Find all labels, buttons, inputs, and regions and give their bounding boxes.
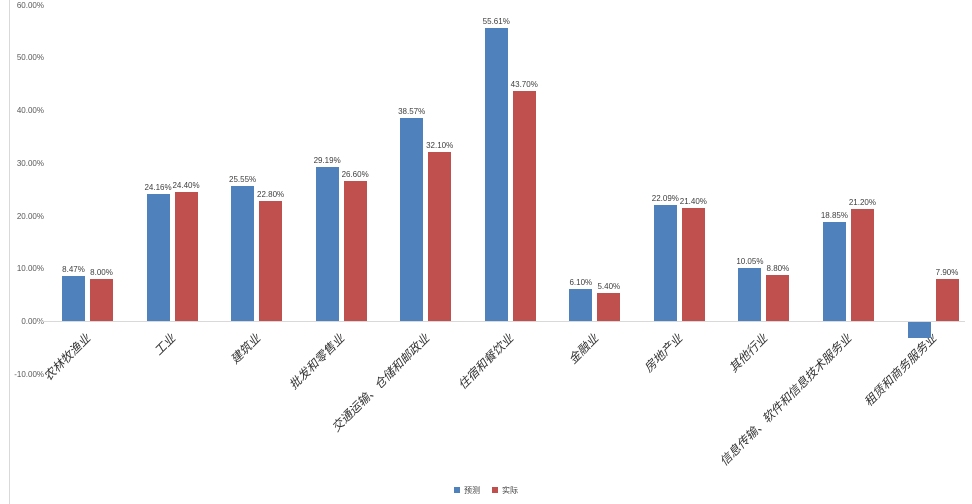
bar-value-label: 24.16%	[144, 182, 172, 192]
bar-实际-信息传输、软件和信息技术服务业	[850, 209, 874, 321]
bar-实际-农林牧渔业	[90, 278, 113, 321]
bar-实际-批发和零售业	[343, 180, 367, 321]
bar-实际-金融业	[597, 292, 621, 321]
bar-实际-租赁和商务服务业	[935, 279, 959, 321]
y-tick-label: 50.00%	[16, 53, 44, 63]
bar-value-label: 8.00%	[90, 267, 113, 277]
bar-value-label: 22.80%	[257, 189, 285, 199]
bar-实际-交通运输、仓储和邮政业	[428, 151, 452, 321]
bar-value-label: 24.40%	[172, 181, 200, 191]
bar-预测-住宿和餐饮业	[484, 27, 508, 321]
category-label: 住宿和餐饮业	[455, 331, 517, 393]
bar-预测-租赁和商务服务业	[907, 322, 931, 338]
y-tick-label: 40.00%	[16, 106, 44, 116]
bar-value-label: 55.61%	[482, 16, 510, 26]
legend-item-actual: 实际	[492, 485, 518, 496]
bar-实际-住宿和餐饮业	[512, 90, 536, 321]
legend-label-actual: 实际	[502, 485, 518, 495]
category-label: 农林牧渔业	[41, 331, 94, 384]
bar-实际-工业	[174, 192, 198, 321]
bar-预测-交通运输、仓储和邮政业	[400, 117, 424, 321]
category-label: 租赁和商务服务业	[861, 331, 940, 410]
legend-label-forecast: 预测	[464, 485, 480, 495]
bar-value-label: 21.20%	[848, 198, 876, 208]
bar-value-label: 25.55%	[229, 175, 257, 185]
y-tick-label: 60.00%	[16, 0, 44, 10]
bar-预测-其他行业	[738, 268, 762, 321]
y-tick-label: -10.00%	[14, 369, 44, 379]
bar-预测-批发和零售业	[315, 167, 339, 321]
bar-实际-房地产业	[681, 208, 705, 321]
legend: 预测 实际	[0, 483, 972, 497]
legend-item-forecast: 预测	[454, 485, 480, 496]
bar-预测-信息传输、软件和信息技术服务业	[822, 221, 846, 321]
bar-value-label: 22.09%	[651, 193, 679, 203]
bar-实际-建筑业	[259, 200, 283, 321]
category-label: 房地产业	[641, 331, 686, 376]
bar-value-label: 38.57%	[398, 106, 426, 116]
bar-value-label: 26.60%	[341, 169, 369, 179]
bar-value-label: 8.47%	[62, 265, 85, 275]
bar-value-label: 29.19%	[313, 156, 341, 166]
category-label: 金融业	[565, 331, 602, 367]
bar-value-label: 43.70%	[510, 79, 538, 89]
category-label: 建筑业	[227, 331, 263, 367]
bar-实际-其他行业	[766, 274, 790, 321]
bar-预测-房地产业	[653, 204, 677, 321]
bar-value-label: 32.10%	[426, 140, 454, 150]
category-label: 工业	[151, 331, 179, 359]
bar-预测-农林牧渔业	[62, 276, 85, 321]
bar-预测-金融业	[569, 288, 593, 321]
category-label: 其他行业	[726, 331, 771, 376]
bar-value-label: 18.85%	[820, 210, 848, 220]
y-tick-label: 20.00%	[16, 211, 44, 221]
actual-swatch-icon	[492, 487, 498, 493]
x-axis-line	[37, 321, 965, 322]
bar-value-label: 6.10%	[569, 277, 593, 287]
y-tick-label: 0.00%	[21, 317, 44, 326]
bar-预测-建筑业	[231, 186, 255, 321]
bar-value-label: 10.05%	[736, 257, 764, 267]
bar-预测-工业	[146, 193, 170, 321]
forecast-swatch-icon	[454, 487, 460, 493]
chart-left-border	[9, 0, 10, 504]
y-tick-label: 30.00%	[16, 158, 44, 168]
bar-value-label: 7.90%	[935, 268, 959, 278]
category-label: 交通运输、仓储和邮政业	[328, 331, 432, 435]
bar-value-label: 8.80%	[766, 263, 790, 273]
category-label: 批发和零售业	[286, 331, 348, 393]
bar-value-label: 21.40%	[679, 197, 707, 207]
bar-value-label: 5.40%	[597, 281, 621, 291]
y-tick-label: 10.00%	[16, 264, 44, 274]
